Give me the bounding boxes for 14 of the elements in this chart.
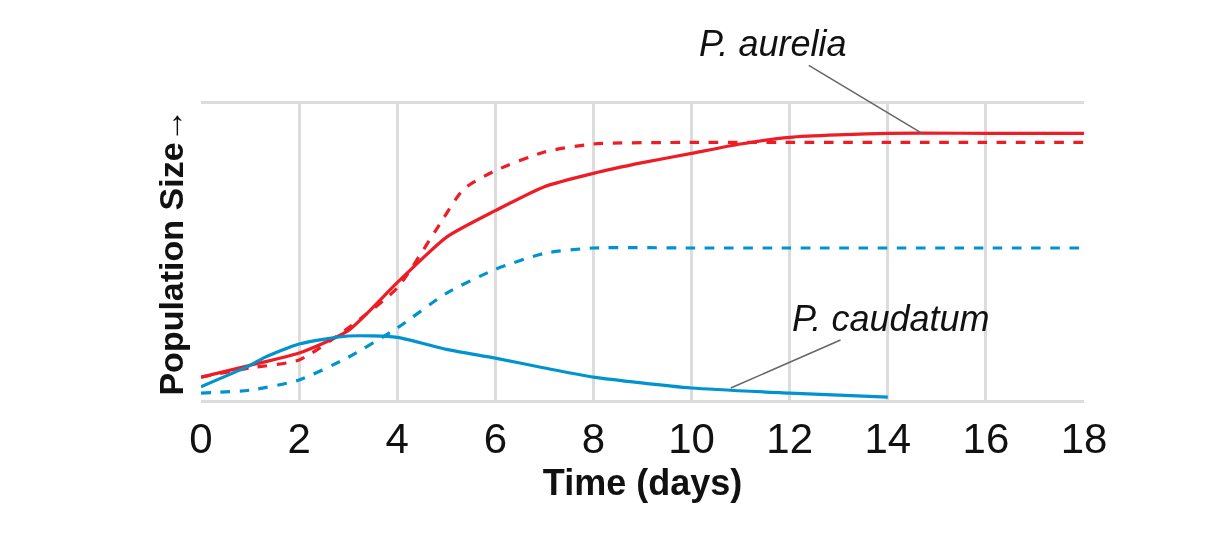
x-tick-label: 2 <box>287 415 311 463</box>
annotation: P. aurelia <box>699 23 847 64</box>
x-axis-title: Time (days) <box>542 462 743 504</box>
y-axis-title: Population Size→ <box>151 108 190 396</box>
x-tick-label: 16 <box>962 415 1010 463</box>
x-tick-label: 6 <box>483 415 508 463</box>
x-tick-label: 0 <box>189 415 213 463</box>
x-tick-label: 14 <box>864 415 912 463</box>
x-tick-label: 18 <box>1060 415 1108 463</box>
x-tick-label: 12 <box>766 415 814 463</box>
x-tick-label: 10 <box>668 415 715 463</box>
annotation: P. caudatum <box>792 298 990 339</box>
x-tick-label: 8 <box>581 415 606 463</box>
x-tick-label: 4 <box>385 415 409 463</box>
